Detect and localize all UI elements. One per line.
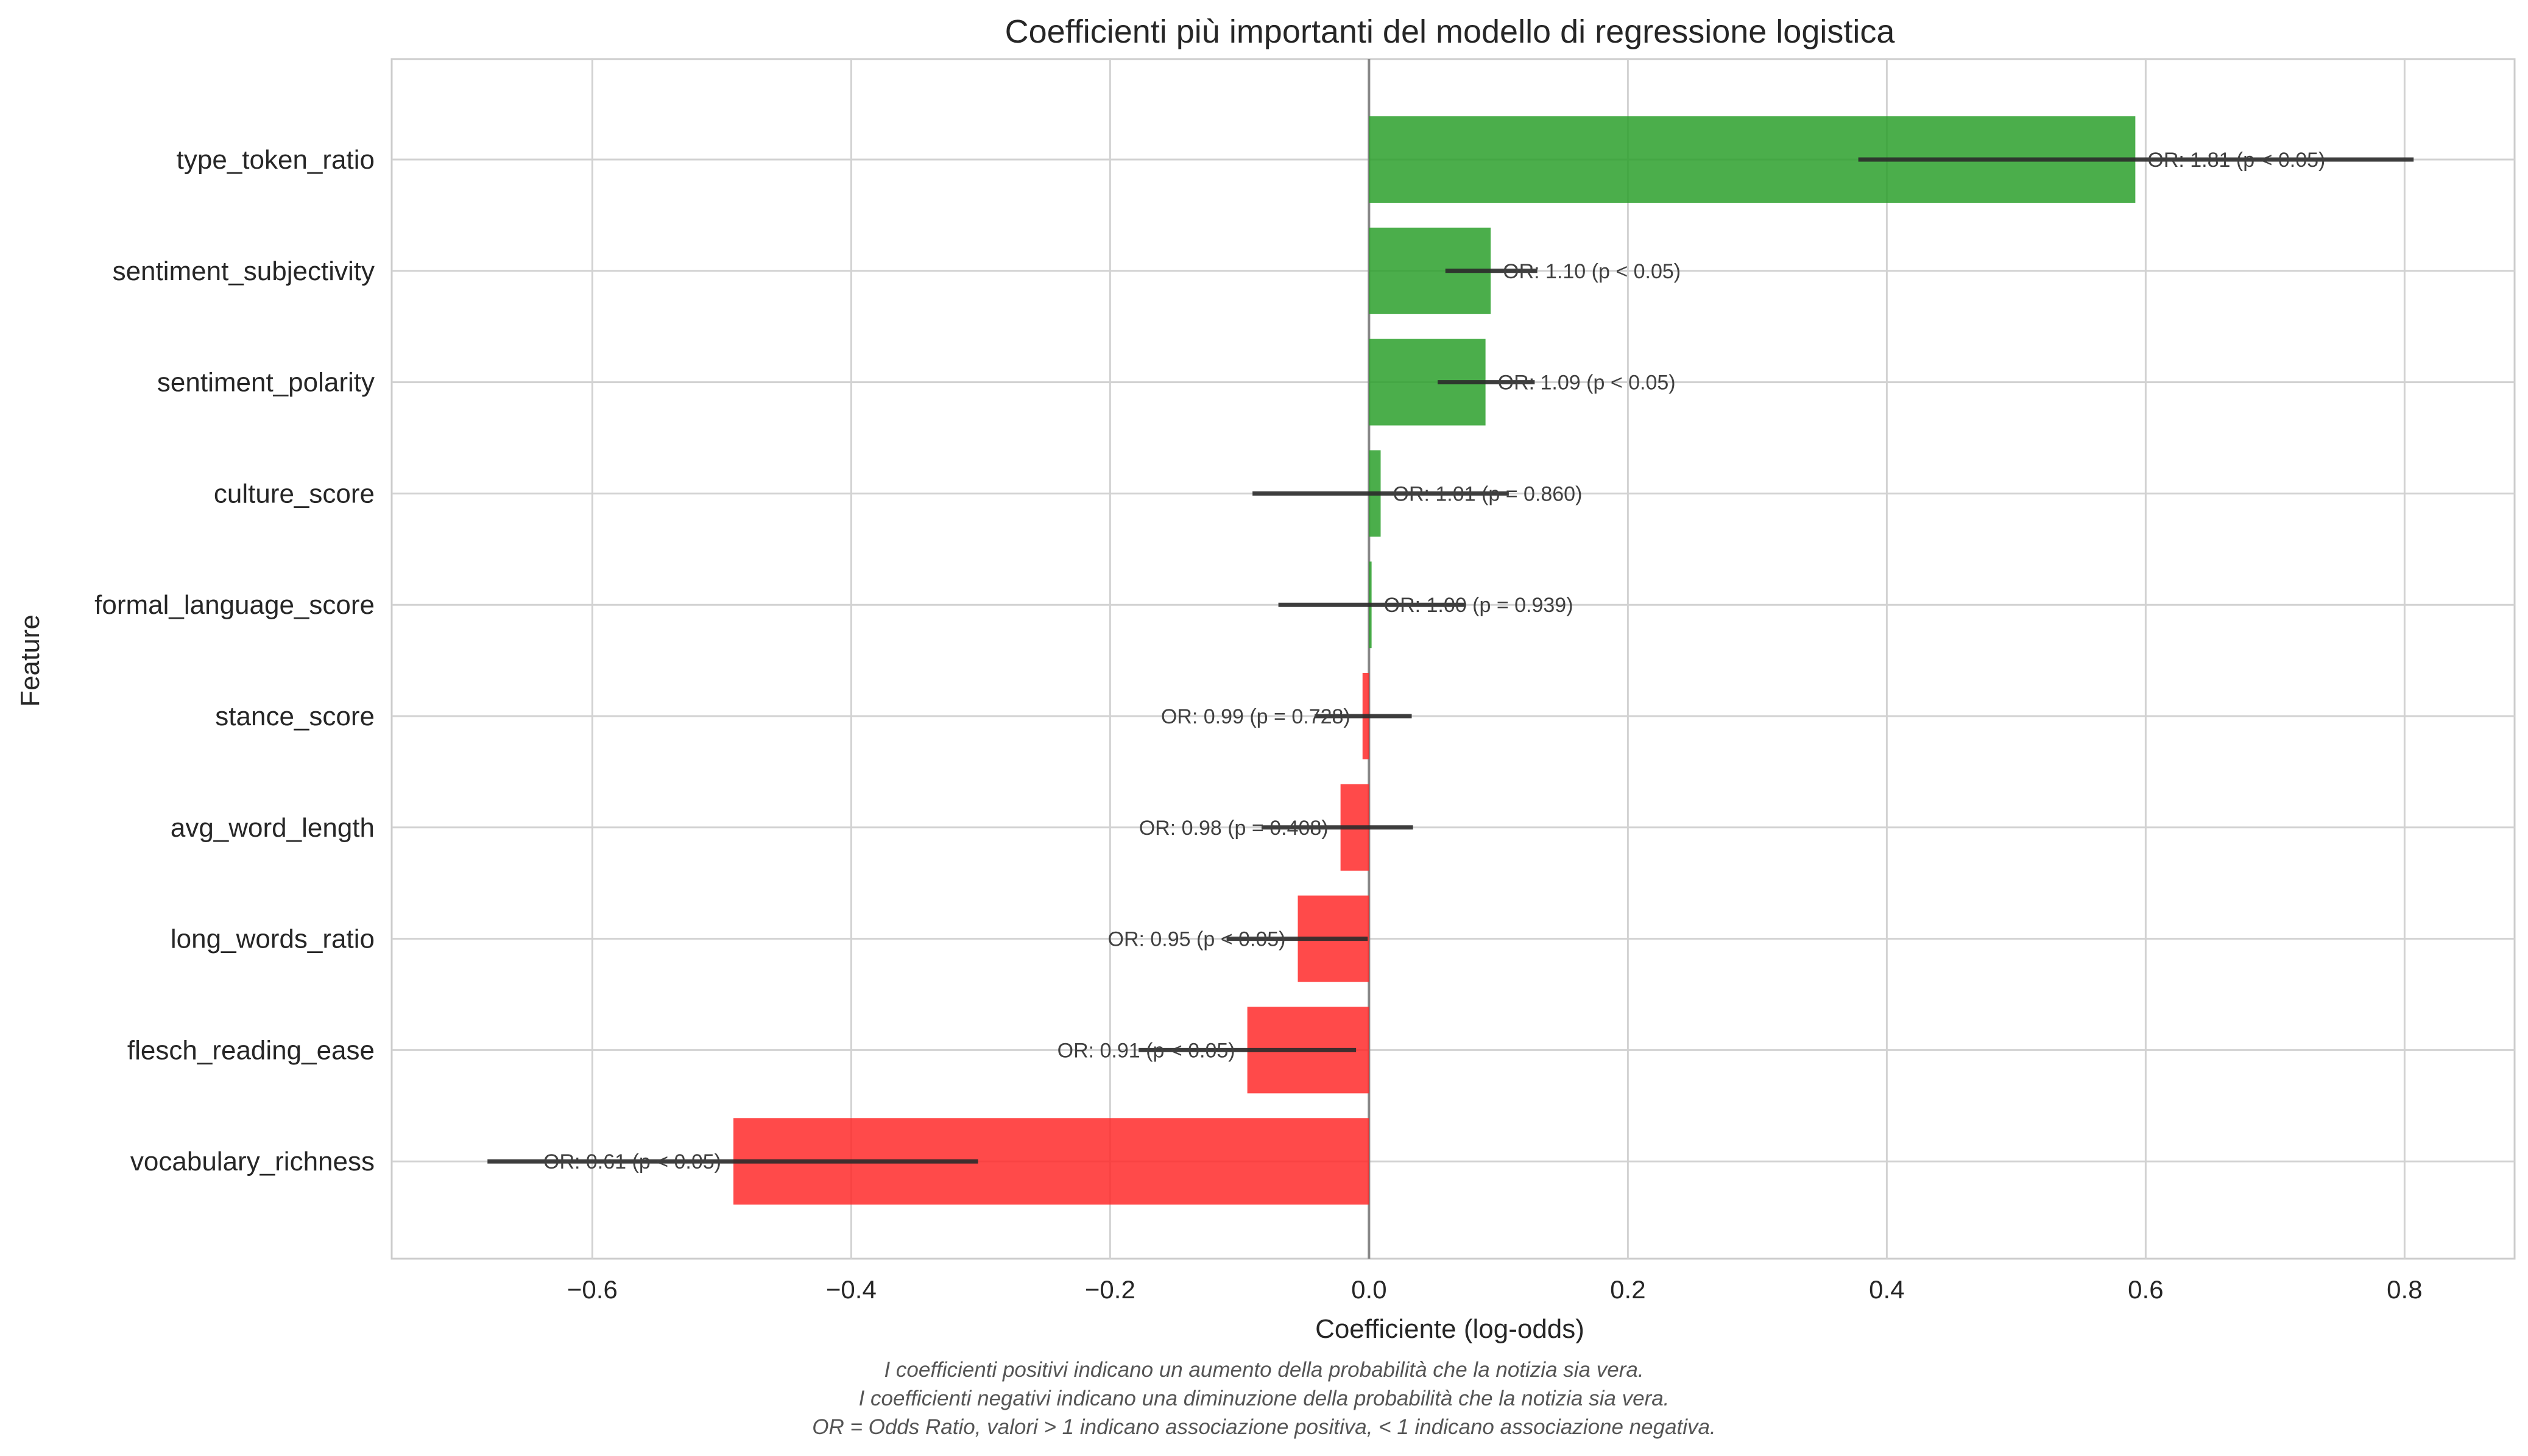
annotation-vocabulary_richness: OR: 0.61 (p < 0.05) [543,1150,721,1173]
y-tick-labels: type_token_ratio sentiment_subjectivityse… [94,145,375,1176]
y-tick-label-sentiment_subjectivity: sentiment_subjectivity [113,256,375,286]
chart-title: Coefficienti più importanti del modello … [1005,13,1896,50]
y-tick-label-culture_score: culture_score [214,479,375,508]
x-tick-label: 0.6 [2128,1275,2163,1304]
annotation-formal_language_score: OR: 1.00 (p = 0.939) [1384,594,1573,617]
x-tick-label: 0.0 [1351,1275,1386,1304]
annotation-avg_word_length: OR: 0.98 (p = 0.408) [1139,817,1329,840]
y-tick-label-stance_score: stance_score [215,702,375,731]
x-tick-labels: −0.6 −0.4 −0.2 0.0 0.2 0.4 0.6 0.8 [567,1275,2423,1304]
x-tick-label: 0.2 [1610,1275,1645,1304]
annotations-layer: OR: 1.81 (p < 0.05) OR: 1.10 (p < 0.05) OR… [543,149,2325,1173]
y-tick-label-avg_word_length: avg_word_length [171,813,375,843]
x-axis-label: Coefficiente (log-odds) [1315,1314,1584,1344]
y-tick-label-type_token_ratio: type_token_ratio [177,145,375,175]
annotation-type_token_ratio: OR: 1.81 (p < 0.05) [2147,149,2325,172]
caption-line-1: I coefficienti positivi indicano un aume… [884,1358,1644,1382]
error-bars-layer [487,157,2414,1164]
y-tick-label-vocabulary_richness: vocabulary_richness [130,1147,375,1176]
caption-line-2: I coefficienti negativi indicano una dim… [858,1387,1670,1410]
annotation-sentiment_subjectivity: OR: 1.10 (p < 0.05) [1503,260,1681,283]
annotation-sentiment_polarity: OR: 1.09 (p < 0.05) [1498,371,1676,395]
annotation-long_words_ratio: OR: 0.95 (p < 0.05) [1108,928,1286,951]
x-tick-label: 0.8 [2387,1275,2422,1304]
annotation-culture_score: OR: 1.01 (p = 0.860) [1393,482,1583,505]
y-tick-label-sentiment_polarity: sentiment_polarity [157,368,375,398]
y-tick-label-long_words_ratio: long_words_ratio [171,924,375,954]
annotation-flesch_reading_ease: OR: 0.91 (p < 0.05) [1057,1039,1235,1062]
y-tick-label-formal_language_score: formal_language_score [94,590,375,620]
caption-line-3: OR = Odds Ratio, valori > 1 indicano ass… [812,1415,1716,1439]
x-tick-label: −0.6 [567,1275,618,1304]
y-axis-label: Feature [15,614,45,707]
annotation-stance_score: OR: 0.99 (p = 0.728) [1161,705,1351,728]
y-tick-label-flesch_reading_ease: flesch_reading_ease [127,1035,375,1065]
x-tick-label: −0.2 [1085,1275,1135,1304]
x-tick-label: 0.4 [1869,1275,1904,1304]
x-tick-label: −0.4 [826,1275,877,1304]
